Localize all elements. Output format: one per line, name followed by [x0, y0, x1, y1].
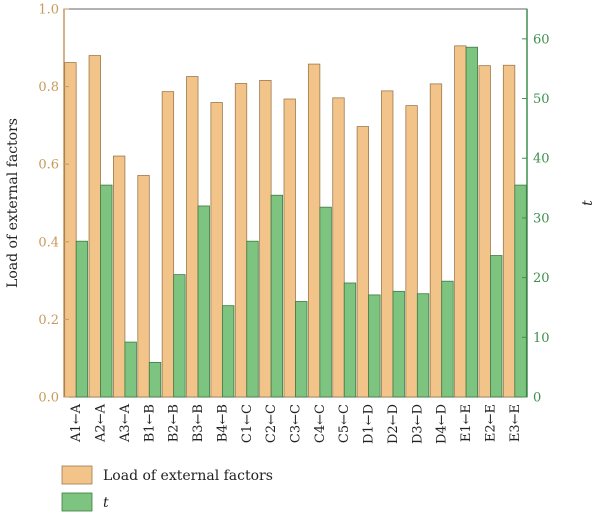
category-label: B4←B: [215, 404, 230, 442]
legend-swatch-t: [61, 492, 93, 512]
bar-load: [259, 79, 272, 398]
bar-load: [137, 175, 150, 398]
bar-t: [514, 184, 527, 398]
bars-group: [64, 45, 527, 398]
bar-t: [197, 205, 210, 398]
bar-load: [234, 83, 248, 398]
left-axis-ticks: 0.0 0.2 0.4 0.6 0.8 1.0: [38, 3, 69, 406]
bar-t: [75, 240, 89, 398]
bar-load: [210, 102, 223, 398]
legend-label-load: Load of external factors: [103, 468, 273, 484]
bar-load: [283, 98, 296, 398]
bar-t: [416, 293, 430, 398]
category-label: B2←B: [167, 404, 182, 442]
bar-t: [343, 282, 357, 398]
category-label: B1←B: [142, 404, 157, 442]
left-tick-label: 0.6: [38, 158, 59, 173]
bar-t: [295, 301, 308, 398]
bar-t: [148, 361, 162, 398]
bar-t: [270, 194, 284, 398]
category-label: C1←C: [240, 404, 255, 443]
category-label: B3←B: [191, 404, 206, 442]
left-tick-label: 0.2: [38, 313, 59, 328]
bar-load: [478, 65, 491, 398]
bar-t: [441, 280, 454, 398]
right-tick-label: 50: [533, 92, 550, 107]
category-label: E3←E: [508, 404, 523, 442]
left-tick-label: 1.0: [38, 3, 59, 18]
category-label: E1←E: [459, 404, 474, 442]
y-axis-title-right: t: [580, 200, 596, 206]
bar-load: [502, 64, 516, 398]
category-label: D1←D: [362, 404, 377, 444]
bar-load: [64, 62, 77, 398]
category-label: C4←C: [313, 404, 328, 443]
bar-load: [113, 155, 126, 398]
right-tick-label: 30: [533, 211, 550, 226]
bar-t: [392, 290, 405, 398]
category-label: D4←D: [435, 404, 450, 444]
bar-load: [454, 45, 467, 398]
bar-load: [332, 97, 345, 398]
right-axis-ticks: 0 10 20 30 40 50 60: [522, 32, 550, 406]
category-label: C3←C: [289, 404, 304, 443]
bar-load: [381, 90, 394, 398]
right-tick-label: 40: [533, 152, 550, 167]
right-tick-label: 60: [533, 32, 550, 47]
bar-t: [221, 305, 235, 398]
bar-load: [161, 91, 175, 398]
bar-t: [100, 184, 113, 398]
category-label: E2←E: [483, 404, 498, 442]
left-tick-label: 0.0: [38, 391, 59, 406]
bar-t: [368, 294, 381, 398]
bar-load: [429, 83, 443, 398]
y-axis-title-left: Load of external factors: [5, 118, 21, 288]
bar-load: [88, 55, 101, 398]
bar-t: [246, 240, 259, 398]
left-tick-label: 0.4: [38, 235, 59, 250]
bar-load: [186, 76, 199, 398]
bar-load: [356, 126, 370, 398]
category-label: A2←A: [94, 403, 109, 443]
bar-load: [405, 105, 418, 398]
right-tick-label: 20: [533, 271, 550, 286]
legend-label-t: t: [103, 495, 109, 511]
bar-t: [490, 255, 503, 398]
left-tick-label: 0.8: [38, 80, 59, 95]
right-tick-label: 10: [533, 331, 550, 346]
bar-t: [319, 206, 332, 398]
category-label: A1←A: [69, 403, 84, 443]
bar-load: [307, 63, 321, 398]
bar-t: [173, 274, 186, 398]
bar-t: [124, 341, 137, 398]
category-label: C5←C: [337, 404, 352, 443]
category-label: A3←A: [118, 403, 133, 443]
bar-t: [465, 46, 478, 398]
category-label: D3←D: [410, 404, 425, 444]
legend: Load of external factors t: [61, 465, 273, 512]
category-labels: A1←A A2←A A3←A B1←B B2←B B3←B B4←B C1←C C2←C C3←C…: [69, 403, 523, 444]
right-tick-label: 0: [533, 391, 541, 406]
category-label: D2←D: [386, 404, 401, 444]
legend-swatch-load: [61, 465, 93, 485]
category-label: C2←C: [264, 404, 279, 443]
